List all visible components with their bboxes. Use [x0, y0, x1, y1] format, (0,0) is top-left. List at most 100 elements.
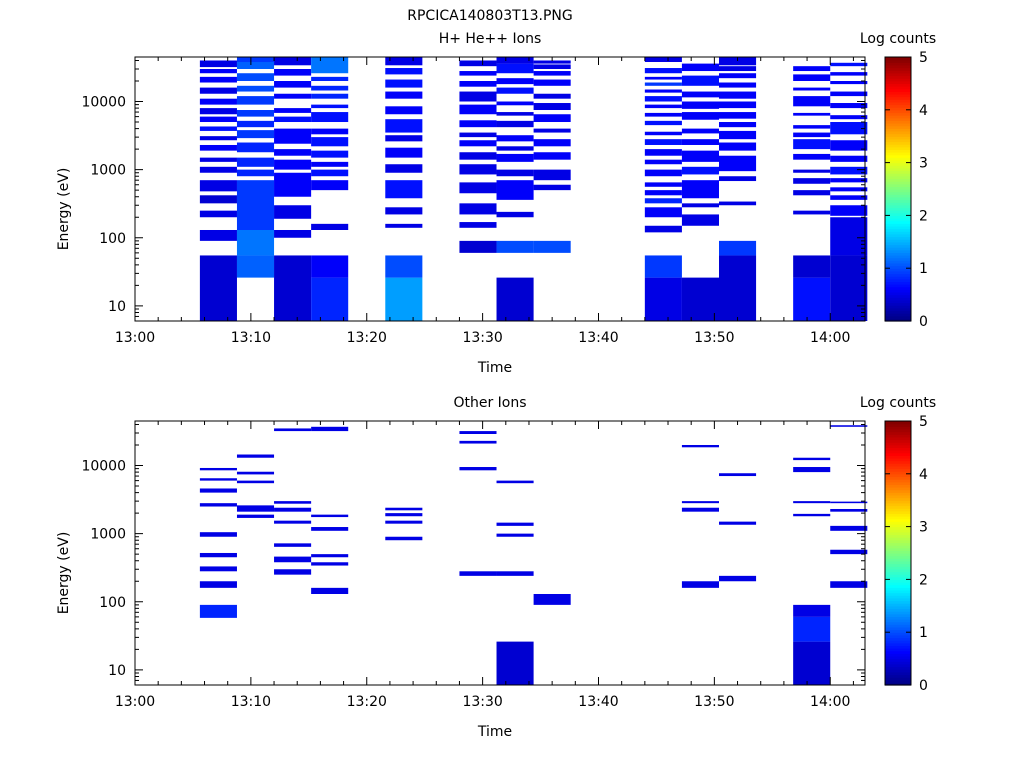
- colorbar-segment: [885, 202, 911, 206]
- colorbar-segment: [885, 595, 911, 599]
- heatmap-cell: [496, 277, 534, 321]
- colorbar-segment: [885, 218, 911, 222]
- colorbar-segment: [885, 133, 911, 137]
- heatmap-cell: [236, 142, 275, 153]
- colorbar-segment: [885, 194, 911, 198]
- heatmap-cell: [533, 114, 571, 123]
- heatmap-cell: [236, 229, 275, 256]
- heatmap-cell: [385, 277, 423, 321]
- heatmap-cell: [681, 581, 719, 588]
- colorbar-segment: [885, 608, 911, 612]
- heatmap-cells: [199, 57, 868, 321]
- heatmap-cell: [496, 571, 534, 576]
- heatmap-cell: [830, 178, 868, 183]
- heatmap-cell: [236, 454, 275, 458]
- heatmap-cell: [459, 440, 497, 444]
- colorbar-segment: [885, 431, 911, 435]
- heatmap-cell: [681, 139, 719, 145]
- heatmap-cell: [793, 87, 831, 91]
- heatmap-cell: [681, 63, 719, 72]
- colorbar-segment: [885, 553, 911, 557]
- colorbar-segment: [885, 518, 911, 522]
- heatmap-cell: [533, 184, 571, 191]
- heatmap-cell: [793, 210, 831, 215]
- colorbar: 0 1 2 3 4 5 Log counts: [860, 395, 936, 694]
- colorbar-segment: [885, 634, 911, 639]
- x-tick-label: 13:10: [231, 330, 271, 346]
- heatmap-cell: [719, 82, 757, 88]
- heatmap-cell: [681, 101, 719, 109]
- heatmap-cell: [385, 180, 423, 199]
- colorbar-segment: [885, 460, 911, 464]
- x-tick-label: 13:20: [347, 330, 387, 346]
- colorbar-segment: [885, 468, 911, 472]
- colorbar: 0 1 2 3 4 5 Log counts: [860, 31, 936, 330]
- colorbar-segment: [885, 120, 911, 124]
- heatmap-cell: [644, 225, 682, 233]
- colorbar-segment: [885, 183, 911, 187]
- y-tick-label: 10000: [81, 459, 126, 475]
- colorbar-segment: [885, 471, 911, 475]
- colorbar-segment: [885, 592, 911, 596]
- heatmap-cell: [793, 501, 831, 504]
- heatmap-cell: [236, 514, 275, 518]
- colorbar-segment: [885, 645, 911, 649]
- colorbar-segment: [885, 307, 911, 312]
- heatmap-cell: [793, 641, 831, 685]
- colorbar-segment: [885, 521, 911, 525]
- heatmap-cell: [719, 240, 757, 256]
- heatmap-cell: [830, 155, 868, 162]
- heatmap-cell: [533, 128, 571, 133]
- heatmap-cell: [533, 152, 571, 160]
- heatmap-cell: [496, 240, 534, 253]
- colorbar-segment: [885, 244, 911, 248]
- heatmap-cell: [311, 514, 349, 518]
- colorbar-segment: [885, 165, 911, 169]
- heatmap-cell: [533, 64, 571, 69]
- colorbar-segment: [885, 315, 911, 319]
- heatmap-cell: [311, 426, 349, 432]
- heatmap-cell: [793, 74, 831, 81]
- heatmap-cell: [681, 150, 719, 162]
- heatmap-cell: [681, 444, 719, 448]
- heatmap-cell: [830, 425, 868, 427]
- colorbar-segment: [885, 99, 911, 103]
- panel-title: Other Ions: [453, 395, 526, 411]
- heatmap-cell: [274, 57, 312, 66]
- heatmap-cell: [385, 119, 423, 133]
- heatmap-cell: [459, 182, 497, 194]
- heatmap-cell: [793, 277, 831, 321]
- heatmap-cell: [830, 103, 868, 109]
- heatmap-cell: [793, 457, 831, 461]
- heatmap-cell: [644, 149, 682, 156]
- colorbar-segment: [885, 273, 911, 277]
- x-tick-label: 13:40: [578, 694, 618, 710]
- heatmap-cell: [496, 641, 534, 685]
- heatmap-cell: [385, 135, 423, 142]
- x-tick-label: 13:00: [115, 330, 155, 346]
- colorbar-segment: [885, 276, 911, 280]
- heatmap-cell: [830, 72, 868, 76]
- heatmap-cell: [236, 96, 275, 105]
- heatmap-cell: [681, 507, 719, 512]
- colorbar-segment: [885, 473, 911, 478]
- heatmap-cell: [830, 205, 868, 216]
- colorbar-segment: [885, 476, 911, 480]
- colorbar-segment: [885, 526, 911, 530]
- colorbar-segment: [885, 497, 911, 501]
- heatmap-cell: [533, 71, 571, 76]
- colorbar-segment: [885, 487, 911, 491]
- heatmap-cell: [459, 152, 497, 160]
- heatmap-cell: [385, 79, 423, 88]
- colorbar-segment: [885, 677, 911, 681]
- colorbar-segment: [885, 568, 911, 573]
- heatmap-cell: [311, 76, 349, 81]
- colorbar-segment: [885, 64, 911, 69]
- heatmap-cell: [496, 533, 534, 537]
- heatmap-cell: [719, 155, 757, 172]
- colorbar-segment: [885, 624, 911, 628]
- colorbar-segment: [885, 442, 911, 446]
- heatmap-cell: [681, 75, 719, 86]
- heatmap-cell: [199, 488, 237, 493]
- heatmap-cell: [311, 93, 349, 99]
